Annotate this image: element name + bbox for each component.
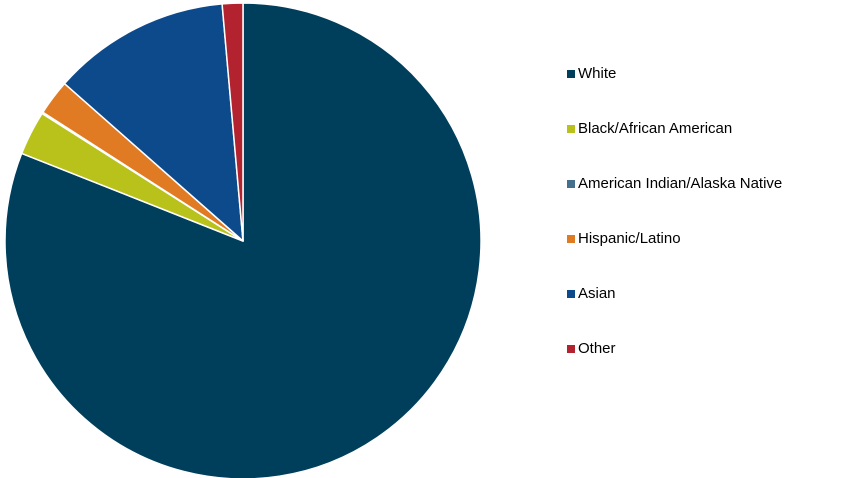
pie-slice-asian (63, 3, 244, 242)
legend-label-american-indian-alaska-native: American Indian/Alaska Native (578, 175, 783, 192)
legend: White Black/African American American In… (567, 64, 846, 394)
legend-label-black-african-american: Black/African American (578, 120, 733, 137)
legend-item-asian: Asian (567, 284, 846, 339)
pie-slice-other (221, 2, 244, 242)
legend-item-white: White (567, 64, 846, 119)
legend-label-white: White (578, 65, 617, 82)
legend-label-other: Other (578, 340, 616, 357)
legend-label-asian: Asian (578, 285, 616, 302)
legend-label-hispanic-latino: Hispanic/Latino (578, 230, 681, 247)
legend-item-american-indian-alaska-native: American Indian/Alaska Native (567, 174, 846, 229)
legend-item-hispanic-latino: Hispanic/Latino (567, 229, 846, 284)
legend-swatch-asian (567, 290, 575, 298)
legend-item-black-african-american: Black/African American (567, 119, 846, 174)
legend-swatch-black-african-american (567, 125, 575, 133)
pie-slice-white (4, 2, 482, 478)
legend-swatch-other (567, 345, 575, 353)
legend-swatch-white (567, 70, 575, 78)
legend-swatch-hispanic-latino (567, 235, 575, 243)
legend-item-other: Other (567, 339, 846, 394)
legend-swatch-american-indian-alaska-native (567, 180, 575, 188)
